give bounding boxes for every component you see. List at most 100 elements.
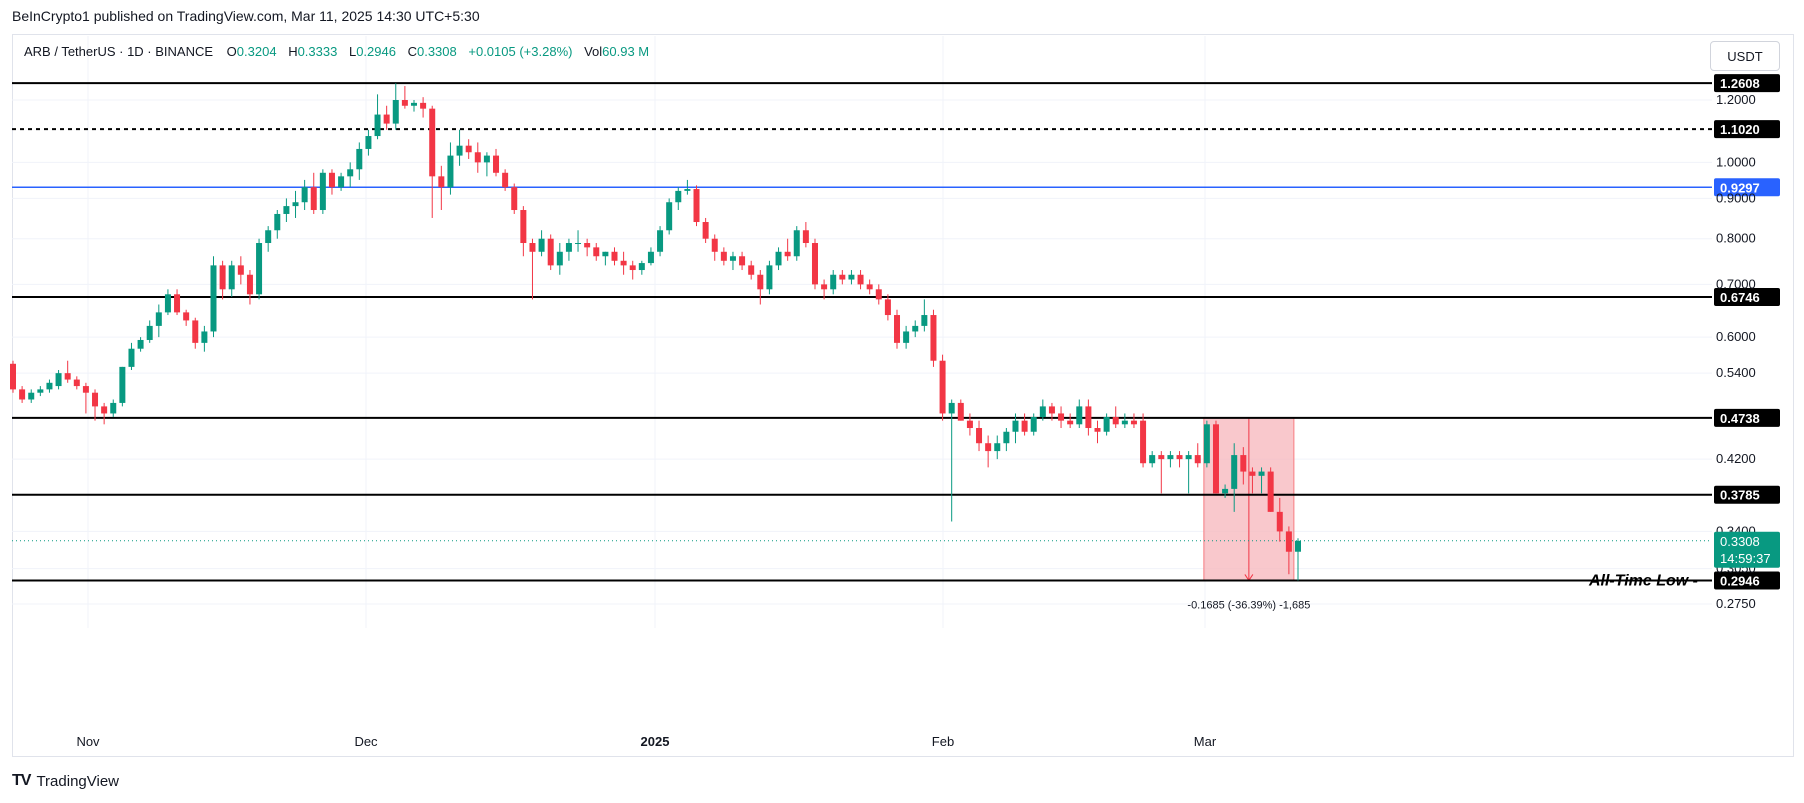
candle-body <box>811 243 818 285</box>
candle <box>219 260 226 300</box>
candle-body <box>201 331 208 343</box>
price-axis[interactable]: 1.2608 1.1020 0.9297 0.6746 0.4738 0.3785 0.29… <box>1714 74 1780 611</box>
level-price-tag <box>1714 178 1780 197</box>
candle-body <box>46 382 53 390</box>
candle <box>82 382 89 414</box>
candle <box>493 148 500 177</box>
candle-body <box>310 187 317 211</box>
candle-body <box>1067 420 1074 425</box>
candle <box>438 165 445 211</box>
close-label: C <box>407 44 417 59</box>
candle-body <box>1094 428 1101 432</box>
candle <box>748 260 755 280</box>
candle <box>1167 451 1174 468</box>
candle <box>1021 413 1028 436</box>
candle <box>811 238 818 290</box>
candle-body <box>228 265 235 290</box>
candle <box>328 169 335 195</box>
candle-body <box>575 243 582 245</box>
candle-body <box>1231 455 1238 489</box>
candle <box>228 260 235 297</box>
candle-body <box>894 315 901 343</box>
level-price-tag <box>1714 74 1780 93</box>
candle <box>347 162 354 188</box>
tradingview-logo-icon: TV <box>12 772 31 789</box>
candle-body <box>629 265 636 271</box>
candle-body <box>365 136 372 149</box>
y-tick-label: 1.2000 <box>1716 92 1756 107</box>
candle-body <box>957 402 964 421</box>
candle <box>101 402 108 425</box>
symbol-title[interactable]: ARB / TetherUS · 1D · BINANCE <box>24 44 214 59</box>
candle <box>620 251 627 275</box>
candle-body <box>19 389 26 400</box>
candle-body <box>875 289 882 300</box>
candle <box>210 256 217 338</box>
time-axis[interactable]: Nov Dec 2025 Feb Mar <box>76 734 1216 749</box>
ohlc-legend: ARB / TetherUS · 1D · BINANCE O0.3204 H0… <box>24 44 657 59</box>
candle-body <box>1048 406 1055 414</box>
open-label: O <box>226 44 237 59</box>
candle <box>1212 420 1219 494</box>
candle-body <box>347 169 354 177</box>
currency-button[interactable]: USDT <box>1710 41 1780 71</box>
candle <box>365 129 372 156</box>
horizontal-levels[interactable] <box>12 82 1712 582</box>
candle <box>338 172 345 191</box>
candle-body <box>775 251 782 266</box>
tradingview-logo[interactable]: TV TradingView <box>12 772 119 790</box>
candle-body <box>283 206 290 214</box>
candle <box>1030 413 1037 436</box>
axis-labels: All-Time Low - <box>1588 572 1698 589</box>
candle <box>1194 443 1201 468</box>
candle-body <box>985 443 992 452</box>
y-tick-label: 0.5400 <box>1716 365 1756 380</box>
chart-frame <box>12 34 1794 757</box>
candle <box>903 325 910 349</box>
candle <box>1185 451 1192 494</box>
low-label: L <box>348 44 357 59</box>
candle-body <box>420 102 427 109</box>
x-tick-label: Nov <box>76 734 100 749</box>
candle <box>283 198 290 223</box>
candle-body <box>237 265 244 275</box>
candle-body <box>1039 406 1046 418</box>
candle-body <box>930 315 937 361</box>
candle-body <box>802 230 809 244</box>
candle <box>976 420 983 452</box>
candle <box>64 360 71 383</box>
candle <box>556 243 563 275</box>
candle <box>483 152 490 177</box>
candle <box>55 370 62 390</box>
candle-body <box>839 274 846 280</box>
candle <box>10 360 16 393</box>
candle <box>511 183 518 214</box>
candle <box>383 105 390 130</box>
candle <box>702 217 709 244</box>
candle-body <box>174 294 181 313</box>
candle-body <box>64 373 71 380</box>
candle <box>884 294 891 321</box>
candle <box>1149 451 1156 468</box>
candle-body <box>28 392 35 400</box>
candle-body <box>1285 531 1292 552</box>
candle <box>110 399 117 418</box>
volume-value: 60.93 M <box>602 44 650 59</box>
candle-body <box>1003 431 1010 444</box>
candle <box>866 279 873 295</box>
candle <box>174 289 181 316</box>
candle-body <box>757 274 764 290</box>
candle <box>183 309 190 326</box>
candle-body <box>912 325 919 332</box>
candle <box>146 320 153 343</box>
current-price-label: 0.3308 <box>1720 534 1760 549</box>
candle-body <box>1149 455 1156 464</box>
candle-body <box>556 251 563 266</box>
candle <box>465 139 472 159</box>
candle-body <box>1112 417 1119 425</box>
candle-body <box>976 428 983 444</box>
candle <box>775 247 782 271</box>
candle-body <box>356 148 363 170</box>
candle <box>46 379 53 393</box>
